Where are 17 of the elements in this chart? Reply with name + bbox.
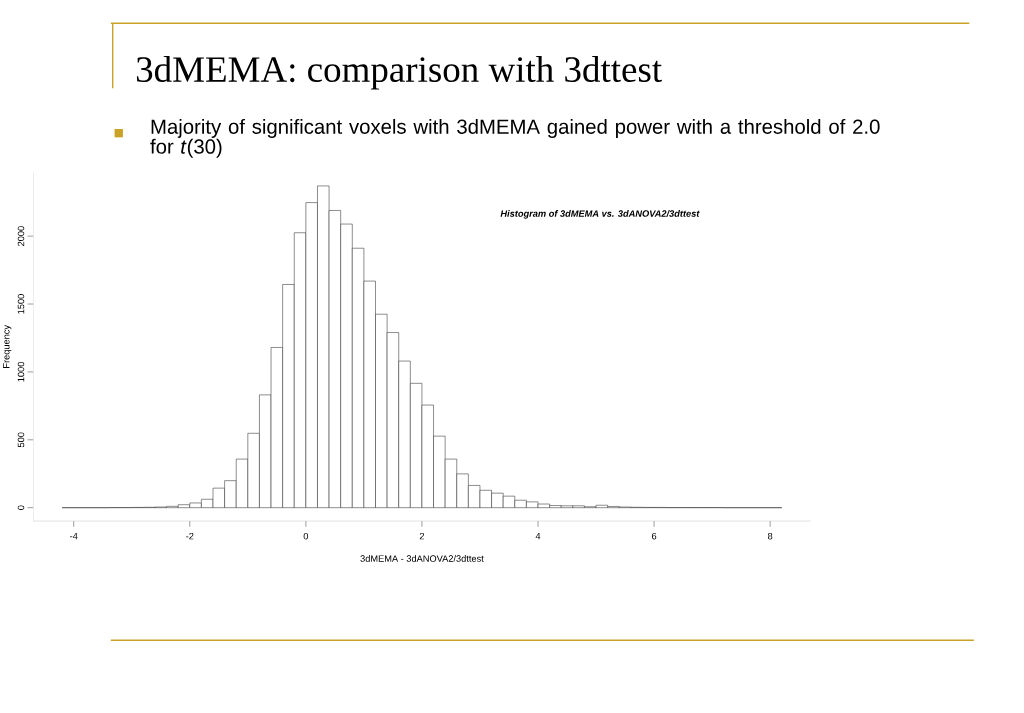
- x-axis-title: 3dMEMA - 3dANOVA2/3dttest: [360, 555, 484, 562]
- y-tick-label: 2000: [17, 226, 25, 247]
- y-tick-label: 0: [17, 505, 25, 511]
- chart-title: 3dMEMA: comparison with 3dttest: [136, 56, 662, 90]
- x-tick-label: -2: [186, 533, 194, 540]
- y-tick-label: 500: [17, 432, 25, 448]
- x-tick-label: 8: [767, 533, 773, 540]
- x-tick-label: 2: [419, 533, 425, 540]
- x-tick-label: 0: [303, 533, 309, 540]
- y-tick-label: 1000: [17, 362, 25, 382]
- x-tick-label: 6: [651, 533, 657, 540]
- y-axis-title: Frequency: [3, 325, 12, 369]
- x-tick-label: 4: [535, 533, 541, 540]
- annotation: Histogram of 3dMEMA vs. 3dANOVA2/3dttest: [500, 210, 700, 219]
- x-tick-label: -4: [70, 533, 78, 540]
- chart-subtitle: Majority of significant voxels with 3dMEMA gained power with a threshold of 2.0 for t(30): [150, 119, 880, 158]
- y-tick-label: 1500: [17, 294, 25, 314]
